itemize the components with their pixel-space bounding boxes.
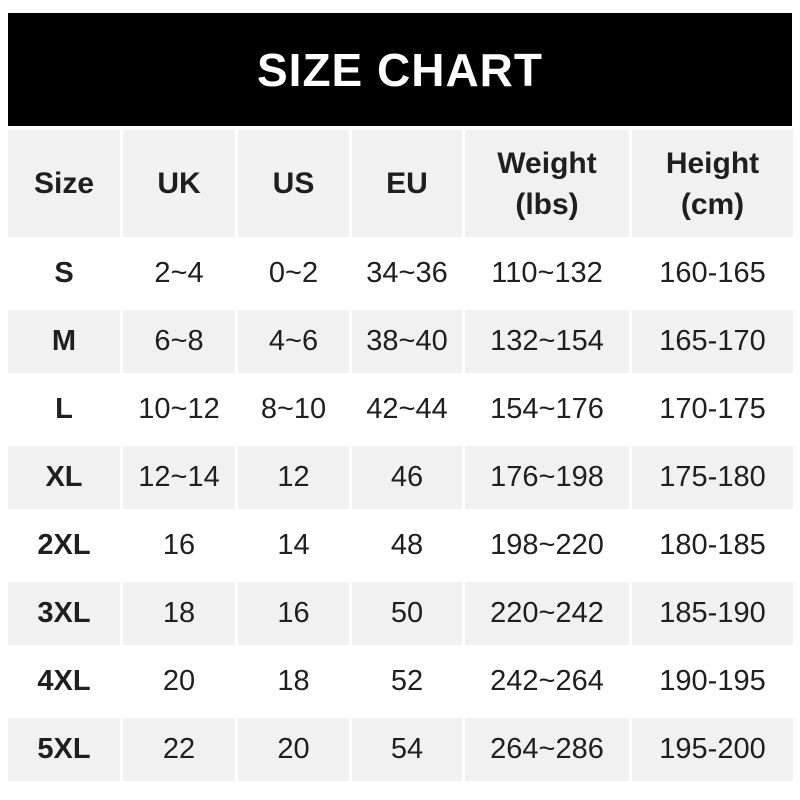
us-cell: 0~2 <box>268 257 319 289</box>
column-header-label: Size <box>33 167 95 200</box>
us-cell: 18 <box>277 665 310 697</box>
eu-cell: 52 <box>390 665 424 697</box>
weight-cell: 110~132 <box>491 257 603 289</box>
us-cell: 8~10 <box>260 393 327 425</box>
height-cell: 195-200 <box>632 718 793 781</box>
uk-cell: 10~12 <box>138 393 220 425</box>
column-header-label: Weight <box>497 146 597 180</box>
weight-cell: 154~176 <box>490 393 604 425</box>
uk-cell: 16 <box>162 529 196 561</box>
column-header-label: EU <box>386 167 428 200</box>
weight-cell: 264~286 <box>465 718 629 781</box>
page-title: SIZE CHART <box>257 43 543 96</box>
height-cell: 170-175 <box>659 393 766 425</box>
uk-cell: 18 <box>123 582 235 645</box>
column-header-sublabel: (lbs) <box>515 187 579 221</box>
us-cell: 14 <box>277 529 310 561</box>
size-cell: 2XL <box>37 529 91 561</box>
us-cell: 16 <box>238 582 349 645</box>
uk-cell: 2~4 <box>154 257 204 289</box>
column-header-label: US <box>272 167 315 200</box>
column-header-eu: EU <box>352 130 462 237</box>
eu-cell: 38~40 <box>352 310 462 373</box>
eu-cell: 34~36 <box>366 257 448 289</box>
us-cell: 4~6 <box>238 310 349 373</box>
column-header-weight: Weight (lbs) <box>465 130 629 237</box>
size-cell: M <box>8 310 120 373</box>
eu-cell: 54 <box>352 718 462 781</box>
weight-cell: 220~242 <box>465 582 629 645</box>
column-header-label: Height <box>665 146 760 180</box>
uk-cell: 6~8 <box>123 310 235 373</box>
height-cell: 165-170 <box>632 310 793 373</box>
height-cell: 190-195 <box>659 665 766 697</box>
column-header-sublabel: (cm) <box>680 187 745 221</box>
height-cell: 160-165 <box>659 257 766 289</box>
size-cell: S <box>54 257 74 289</box>
column-header-height: Height (cm) <box>632 130 793 237</box>
column-header-label: UK <box>157 167 201 200</box>
column-header-us: US <box>238 130 349 237</box>
uk-cell: 22 <box>123 718 235 781</box>
weight-cell: 242~264 <box>490 665 604 697</box>
eu-cell: 50 <box>352 582 462 645</box>
weight-cell: 176~198 <box>465 446 629 509</box>
column-header-size: Size <box>8 130 120 237</box>
uk-cell: 20 <box>162 665 196 697</box>
weight-cell: 198~220 <box>490 529 604 561</box>
size-cell: XL <box>8 446 120 509</box>
eu-cell: 48 <box>390 529 424 561</box>
size-cell: 5XL <box>8 718 120 781</box>
eu-cell: 42~44 <box>366 393 448 425</box>
eu-cell: 46 <box>352 446 462 509</box>
size-chart-banner: SIZE CHART <box>8 13 792 126</box>
size-cell: 4XL <box>37 665 91 697</box>
size-cell: L <box>55 393 73 425</box>
size-cell: 3XL <box>8 582 120 645</box>
column-header-uk: UK <box>123 130 235 237</box>
height-cell: 180-185 <box>659 529 766 561</box>
weight-cell: 132~154 <box>465 310 629 373</box>
height-cell: 185-190 <box>632 582 793 645</box>
height-cell: 175-180 <box>632 446 793 509</box>
us-cell: 20 <box>238 718 349 781</box>
uk-cell: 12~14 <box>123 446 235 509</box>
us-cell: 12 <box>238 446 349 509</box>
size-chart-table: Size UK US EU Weight (lbs) Height (cm) S 2… <box>8 130 793 781</box>
